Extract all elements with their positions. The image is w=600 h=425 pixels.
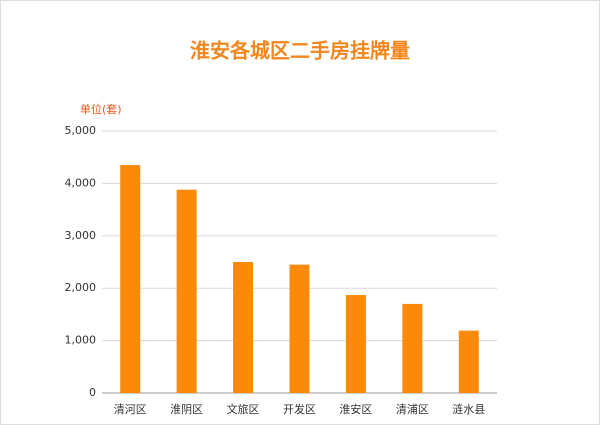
y-tick-label: 0 — [89, 386, 96, 399]
bar — [402, 303, 423, 393]
x-tick-label: 开发区 — [283, 402, 316, 416]
bar — [289, 264, 310, 393]
bar — [345, 295, 366, 393]
bar — [233, 262, 254, 393]
y-tick-label: 2,000 — [65, 281, 97, 294]
bar — [458, 330, 479, 393]
x-tick-label: 清浦区 — [396, 403, 429, 416]
y-tick-label: 5,000 — [65, 124, 97, 137]
x-tick-label: 清河区 — [114, 403, 147, 416]
y-tick-label: 1,000 — [65, 334, 97, 347]
y-tick-label: 3,000 — [65, 229, 97, 242]
x-tick-label: 文旅区 — [227, 402, 260, 416]
x-tick-label: 淮阴区 — [170, 403, 203, 416]
x-tick-label: 淮安区 — [339, 402, 372, 416]
y-axis-label: 单位(套) — [80, 102, 122, 116]
y-tick-label: 4,000 — [65, 176, 97, 189]
bar — [120, 165, 141, 393]
x-tick-label: 涟水县 — [452, 402, 485, 416]
chart-title: 淮安各城区二手房挂牌量 — [190, 39, 410, 63]
bar — [176, 189, 197, 393]
